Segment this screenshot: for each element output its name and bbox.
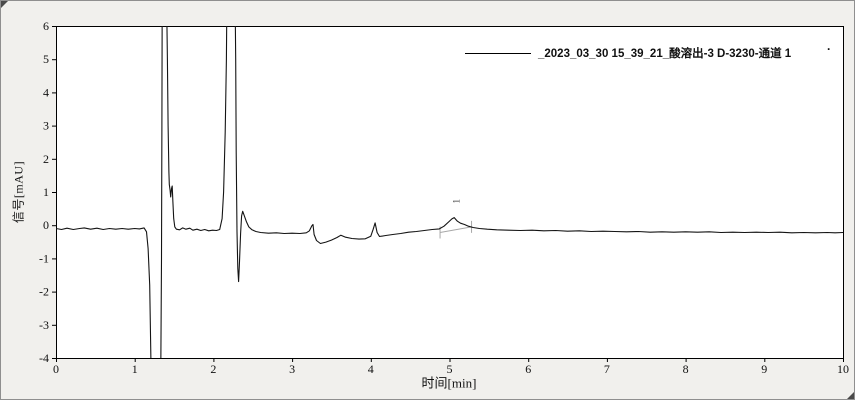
x-tick-label: 9 — [761, 362, 767, 376]
x-tick-label: 3 — [289, 362, 295, 376]
x-tick-label: 10 — [837, 362, 849, 376]
x-tick-label: 7 — [604, 362, 610, 376]
y-axis-title: 信号[mAU] — [11, 160, 26, 224]
y-tick-label: 3 — [43, 119, 49, 133]
x-tick-label: 8 — [683, 362, 689, 376]
x-tick-label: 6 — [525, 362, 531, 376]
chromatogram-trace — [56, 26, 843, 358]
x-tick-label: 1 — [132, 362, 138, 376]
y-tick-label: 6 — [43, 19, 49, 33]
x-tick-label: 0 — [53, 362, 59, 376]
y-tick-label: -3 — [39, 318, 49, 332]
y-tick-label: 5 — [43, 52, 49, 66]
legend: _2023_03_30 15_39_21_酸溶出-3 D-3230-通道 1 — [465, 45, 791, 61]
peak-label: 1 — [453, 199, 463, 204]
legend-label: _2023_03_30 15_39_21_酸溶出-3 D-3230-通道 1 — [538, 48, 792, 60]
plot-area[interactable] — [56, 26, 844, 359]
y-tick-label: 0 — [43, 218, 49, 232]
x-tick-label: 5 — [447, 362, 453, 376]
y-tick-label: 4 — [43, 85, 49, 99]
legend-line-sample-icon — [465, 52, 531, 54]
y-tick-label: -4 — [39, 351, 49, 365]
x-tick-label: 4 — [368, 362, 374, 376]
y-tick-label: -2 — [39, 285, 49, 299]
integration-baseline — [439, 226, 472, 233]
legend-trailing-dot: . — [827, 39, 831, 53]
x-tick-label: 2 — [210, 362, 216, 376]
resize-handle-top-left[interactable] — [1, 1, 8, 8]
y-tick-label: 2 — [43, 152, 49, 166]
x-axis-title: 时间[min] — [421, 375, 477, 391]
y-tick-label: -1 — [39, 251, 49, 265]
resize-handle-bottom-right[interactable] — [847, 392, 854, 399]
y-tick-label: 1 — [43, 185, 49, 199]
